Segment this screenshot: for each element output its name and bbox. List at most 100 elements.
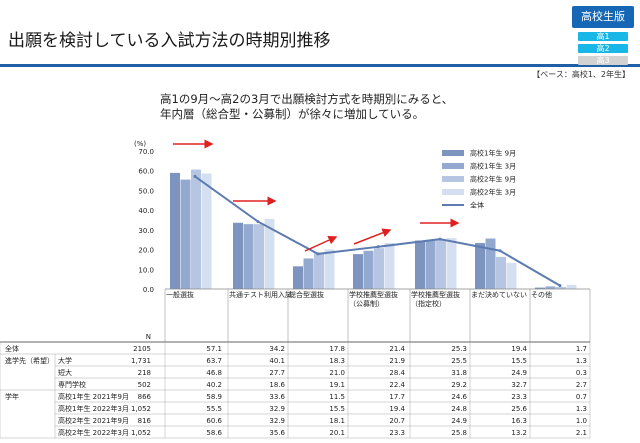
page-title: 出願を検討している入試方法の時期別推移 <box>8 31 331 51</box>
row-cell-value: 27.7 <box>269 369 285 377</box>
bar <box>353 254 363 289</box>
row-cell-value: 2.1 <box>576 429 587 437</box>
overall-line-point <box>558 284 562 288</box>
y-tick-label: 10.0 <box>138 266 154 274</box>
row-cell-value: 17.7 <box>389 393 405 401</box>
row-cell-value: 25.8 <box>451 429 467 437</box>
category-label: （公募制） <box>349 299 384 308</box>
y-tick-label: 20.0 <box>138 247 154 255</box>
bar <box>363 250 374 289</box>
grade-pill-2: 高2 <box>578 44 628 53</box>
row-cell-value: 46.8 <box>206 369 222 377</box>
table-row: 進学先（希望） 大学 1,731 63.7 40.1 18.3 21.9 25.5 15.5 1.… <box>5 356 590 367</box>
row-label: 短大 <box>58 368 72 377</box>
category-label: （指定校） <box>411 299 446 308</box>
bar <box>170 172 180 289</box>
row-cell-value: 25.3 <box>451 345 467 353</box>
overall-line-point <box>256 220 260 224</box>
y-tick-label: 0.0 <box>143 286 154 294</box>
subtitle-line-2: 年内層（総合型・公募制）が徐々に増加している。 <box>160 107 425 121</box>
table-row: 高校2年生 2021年9月 816 60.6 32.9 18.1 20.7 24.9 16.3… <box>55 416 590 427</box>
bar <box>374 248 384 289</box>
row-cell-value: 17.8 <box>329 345 345 353</box>
row-cell-value: 19.4 <box>389 405 405 413</box>
n-header: N <box>146 333 151 341</box>
table-row: 全体 2105 57.1 34.2 17.8 21.4 25.3 19.4 1.7 <box>0 344 590 355</box>
row-cell-value: 20.7 <box>389 417 405 425</box>
row-group-label: 全体 <box>5 344 19 353</box>
row-cell-value: 28.4 <box>389 369 405 377</box>
category-label: 一般選抜 <box>166 290 194 299</box>
row-cell-value: 57.1 <box>206 345 222 353</box>
row-group-label: 進学先（希望） <box>5 356 54 365</box>
bar <box>293 266 303 289</box>
row-cell-value: 58.6 <box>206 429 222 437</box>
bar <box>415 240 425 289</box>
bar <box>243 224 254 289</box>
table-row: 高校2年生 2022年3月 1,052 58.6 35.6 20.1 23.3 25.8 13… <box>0 428 590 439</box>
row-cell-value: 24.6 <box>451 393 467 401</box>
row-cell-value: 16.3 <box>511 417 527 425</box>
y-tick-label: 40.0 <box>138 207 154 215</box>
row-cell-value: 24.8 <box>451 405 467 413</box>
row-cell-value: 32.9 <box>269 417 285 425</box>
row-cell-value: 15.5 <box>511 357 527 365</box>
row-label: 高校2年生 2022年3月 <box>58 428 129 437</box>
row-cell-value: 11.5 <box>329 393 345 401</box>
row-cell-value: 21.4 <box>389 345 405 353</box>
row-label: 高校1年生 2022年3月 <box>58 404 129 413</box>
row-cell-value: 23.3 <box>389 429 405 437</box>
legend-swatch <box>442 150 464 156</box>
bar <box>425 240 436 289</box>
grade-pill-1: 高1 <box>578 32 628 41</box>
row-cell-value: 32.7 <box>511 381 527 389</box>
category-label: その他 <box>531 290 552 299</box>
bar <box>384 243 395 289</box>
row-label: 高校2年生 2021年9月 <box>58 416 129 425</box>
row-cell-value: 25.6 <box>511 405 527 413</box>
row-n-value: 816 <box>138 417 152 425</box>
row-cell-value: 40.1 <box>269 357 285 365</box>
table-row: 短大 218 46.8 27.7 21.0 28.4 31.8 24.9 0.3 <box>55 368 590 379</box>
row-cell-value: 63.7 <box>206 357 222 365</box>
row-cell-value: 1.3 <box>576 357 587 365</box>
row-cell-value: 2.7 <box>576 381 587 389</box>
row-n-value: 2105 <box>133 345 151 353</box>
legend-swatch <box>442 163 464 169</box>
legend-label: 高校2年生 3月 <box>470 188 516 197</box>
row-n-value: 1,731 <box>131 357 151 365</box>
row-cell-value: 0.3 <box>576 369 587 377</box>
row-cell-value: 1.3 <box>576 405 587 413</box>
overall-line-point <box>438 237 442 241</box>
row-cell-value: 58.9 <box>206 393 222 401</box>
bar <box>254 224 264 289</box>
legend-label: 高校1年生 3月 <box>470 162 516 171</box>
trend-arrow <box>353 228 392 245</box>
row-cell-value: 20.1 <box>329 429 345 437</box>
bar <box>506 262 517 289</box>
y-tick-label: 60.0 <box>138 168 154 176</box>
row-n-value: 218 <box>138 369 151 377</box>
bar <box>446 238 457 289</box>
y-tick-label: 70.0 <box>138 148 154 156</box>
category-label: 学校推薦型選抜 <box>349 290 398 299</box>
row-n-value: 1,052 <box>131 429 151 437</box>
row-cell-value: 19.4 <box>511 345 527 353</box>
edition-badge: 高校生版 <box>572 6 634 28</box>
bar <box>191 169 201 289</box>
row-cell-value: 33.6 <box>269 393 285 401</box>
bar <box>264 218 275 289</box>
row-label: 大学 <box>58 356 72 365</box>
row-n-value: 1,052 <box>131 405 151 413</box>
overall-line-point <box>376 245 380 249</box>
overall-line-point <box>316 252 320 256</box>
row-cell-value: 15.5 <box>329 405 345 413</box>
chart-subtitle: 高1の9月～高2の3月で出願検討方式を時期別にみると、 年内層（総合型・公募制）… <box>160 92 453 122</box>
row-cell-value: 40.2 <box>206 381 222 389</box>
row-cell-value: 22.4 <box>389 381 405 389</box>
row-cell-value: 35.6 <box>269 429 285 437</box>
bar <box>545 286 556 289</box>
bar <box>314 253 324 289</box>
